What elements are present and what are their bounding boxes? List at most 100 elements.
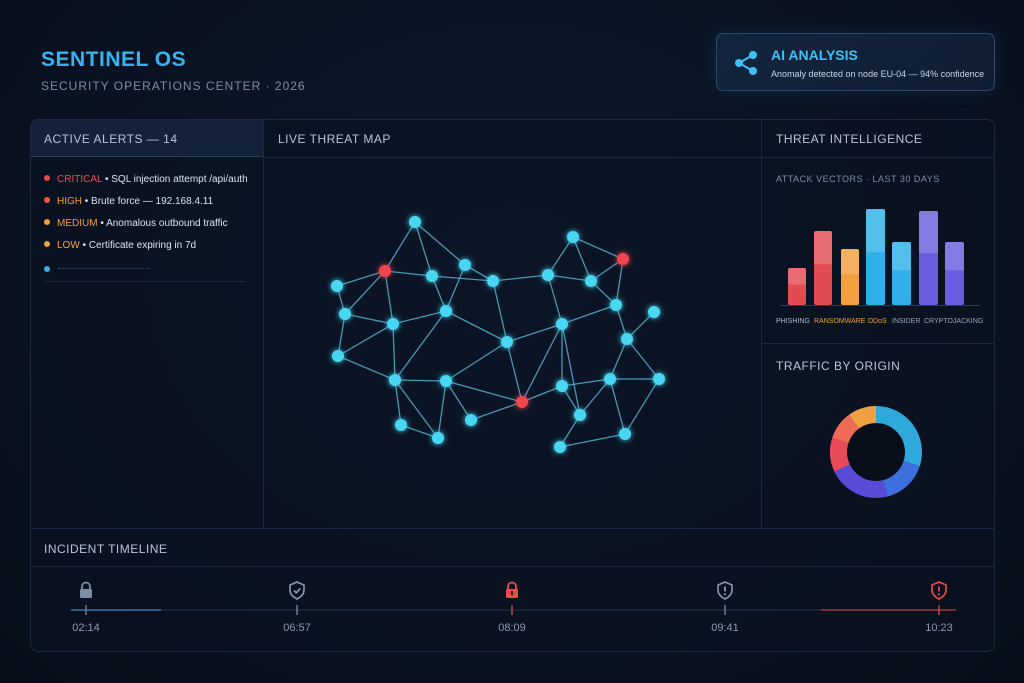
pending-alert-dot xyxy=(44,266,50,272)
shield-check-icon xyxy=(289,581,305,600)
threat-link xyxy=(609,338,628,380)
divider-alerts-map xyxy=(263,120,264,528)
threat-link xyxy=(384,270,433,277)
threat-link xyxy=(572,236,592,282)
timeline-time: 02:14 xyxy=(72,622,100,634)
threat-link xyxy=(414,221,433,277)
threat-node-alert xyxy=(516,396,528,408)
alert-text: • Certificate expiring in 7d xyxy=(79,240,197,251)
shield-alert-icon xyxy=(717,581,733,600)
bar-category-label: INSIDER xyxy=(892,318,920,325)
threat-link xyxy=(337,323,394,357)
threat-node xyxy=(567,231,579,243)
threat-link xyxy=(445,341,508,382)
threat-link xyxy=(445,310,508,343)
threat-node xyxy=(426,270,438,282)
bar xyxy=(866,209,885,305)
bar-highlight xyxy=(788,268,806,285)
threat-link xyxy=(590,258,624,282)
threat-node-alert xyxy=(379,265,391,277)
threat-link xyxy=(392,323,396,381)
threat-link xyxy=(626,311,655,340)
ai-analysis-card[interactable]: AI ANALYSIS Anomaly detected on node EU-… xyxy=(716,33,995,91)
threat-node xyxy=(459,259,471,271)
threat-link xyxy=(492,280,508,343)
bar-category-label: RANSOMWARE xyxy=(814,318,866,325)
share-nodes-icon xyxy=(735,51,757,75)
ai-analysis-title: AI ANALYSIS xyxy=(771,47,858,63)
threat-link xyxy=(547,236,574,276)
shield-alert-icon xyxy=(931,581,947,600)
threat-node xyxy=(621,333,633,345)
threat-map-title: LIVE THREAT MAP xyxy=(278,132,391,146)
ai-analysis-message: Anomaly detected on node EU-04 — 94% con… xyxy=(771,69,985,79)
timeline-time: 06:57 xyxy=(283,622,311,634)
alerts-list-divider xyxy=(44,281,245,282)
threat-map-links xyxy=(336,221,660,448)
bar xyxy=(814,231,832,305)
threat-node xyxy=(395,419,407,431)
app-title: SENTINEL OS xyxy=(41,48,187,71)
traffic-origin-donut xyxy=(830,406,922,498)
threat-intel-title: THREAT INTELLIGENCE xyxy=(776,132,923,146)
threat-link xyxy=(624,378,660,435)
traffic-origin-title: TRAFFIC BY ORIGIN xyxy=(776,359,901,373)
threat-node xyxy=(487,275,499,287)
threat-link xyxy=(626,338,660,380)
alert-item[interactable]: LOW • Certificate expiring in 7d xyxy=(44,240,196,251)
timeline-event: 08:09 xyxy=(498,581,526,634)
threat-link xyxy=(445,380,523,403)
threat-link xyxy=(394,379,439,439)
alert-severity: CRITICAL xyxy=(57,174,103,185)
threat-node xyxy=(501,336,513,348)
threat-link xyxy=(506,341,523,403)
attack-vectors-label: ATTACK VECTORS · LAST 30 DAYS xyxy=(776,174,940,184)
threat-node xyxy=(619,428,631,440)
bar xyxy=(788,268,806,305)
threat-link xyxy=(337,313,346,357)
donut-slice xyxy=(848,406,876,429)
threat-link xyxy=(414,221,466,266)
donut-slice xyxy=(883,460,920,497)
threat-node xyxy=(440,305,452,317)
severity-dot xyxy=(44,241,50,248)
severity-dot xyxy=(44,175,50,182)
alert-text: • Brute force — 192.168.4.11 xyxy=(82,196,214,207)
threat-link xyxy=(615,258,624,306)
threat-link xyxy=(431,275,447,312)
divider-map-intel xyxy=(761,120,762,528)
incident-timeline: 02:14 06:57 08:09 09:41 10:23 xyxy=(71,581,956,634)
bar-category-label: PHISHING xyxy=(776,318,810,325)
threat-link xyxy=(470,401,523,421)
dashboard-frame xyxy=(30,119,995,652)
threat-link xyxy=(394,379,402,426)
threat-map[interactable] xyxy=(264,158,761,528)
threat-node xyxy=(387,318,399,330)
threat-link xyxy=(547,274,592,282)
threat-link xyxy=(521,323,563,403)
timeline-time: 09:41 xyxy=(711,622,739,634)
severity-dot xyxy=(44,197,50,204)
threat-node xyxy=(648,306,660,318)
threat-link xyxy=(437,380,447,439)
threat-node xyxy=(574,409,586,421)
bar-highlight xyxy=(841,249,859,275)
timeline-event: 10:23 xyxy=(925,581,953,634)
alert-item[interactable]: MEDIUM • Anomalous outbound traffic xyxy=(44,218,228,229)
timeline-event: 02:14 xyxy=(72,581,100,634)
threat-node xyxy=(331,280,343,292)
threat-node xyxy=(556,318,568,330)
threat-node xyxy=(554,441,566,453)
threat-link xyxy=(445,380,472,421)
threat-node xyxy=(409,216,421,228)
bar-highlight xyxy=(945,242,964,271)
timeline-time: 08:09 xyxy=(498,622,526,634)
app-subtitle: SECURITY OPERATIONS CENTER · 2026 xyxy=(41,79,306,93)
alert-severity: LOW xyxy=(57,240,80,251)
bar-highlight xyxy=(919,211,938,254)
bar xyxy=(945,242,964,305)
alert-item[interactable]: CRITICAL • SQL injection attempt /api/au… xyxy=(44,174,248,185)
threat-link xyxy=(336,270,386,287)
threat-node xyxy=(389,374,401,386)
alert-item[interactable]: HIGH • Brute force — 192.168.4.11 xyxy=(44,196,213,207)
